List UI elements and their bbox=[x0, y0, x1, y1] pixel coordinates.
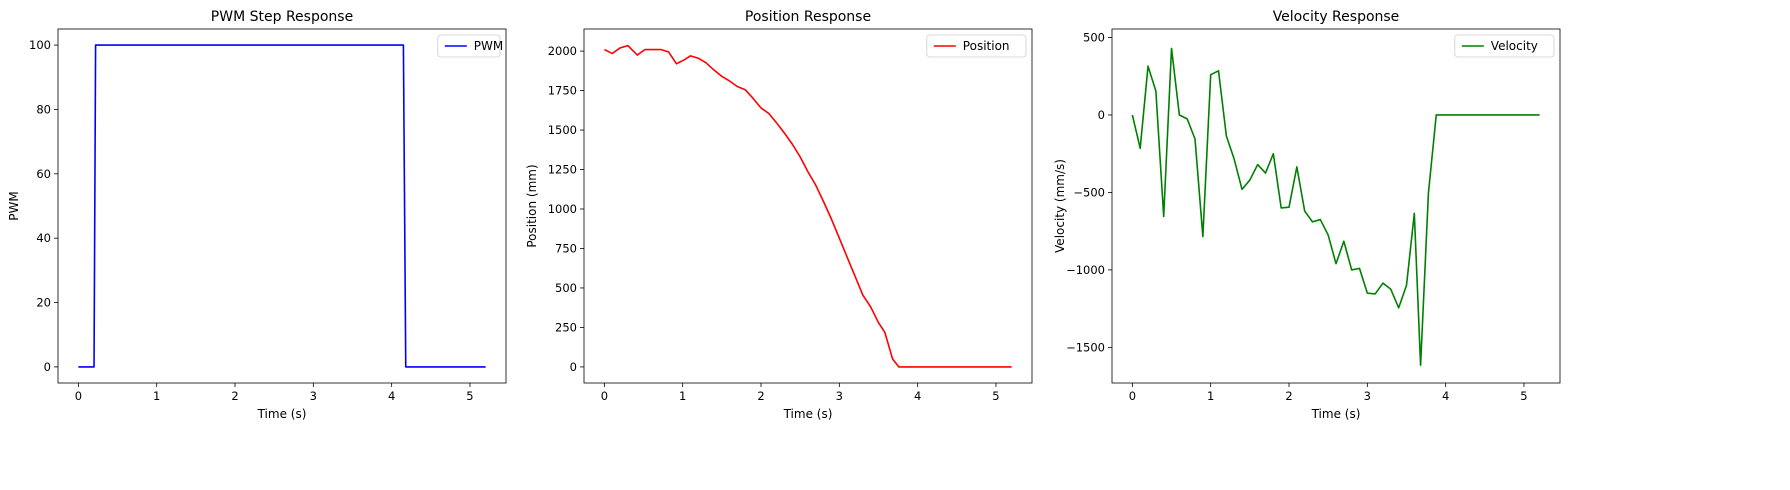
y-tick-label: 750 bbox=[555, 241, 577, 255]
plot-frame bbox=[583, 28, 1033, 384]
y-tick-label: 100 bbox=[29, 38, 51, 52]
x-tick-label: 3 bbox=[836, 389, 843, 403]
x-tick-label: 1 bbox=[1207, 389, 1214, 403]
plot-frame bbox=[57, 28, 507, 384]
plot-frame bbox=[1111, 28, 1561, 384]
x-tick-label: 4 bbox=[1442, 389, 1449, 403]
x-tick-label: 2 bbox=[757, 389, 764, 403]
y-tick-label: 40 bbox=[36, 231, 51, 245]
series-line-position bbox=[604, 44, 1012, 368]
y-tick-label: 1750 bbox=[548, 84, 577, 98]
y-tick-label: 60 bbox=[36, 167, 51, 181]
x-tick-label: 5 bbox=[466, 389, 473, 403]
y-axis-label: Velocity (mm/s) bbox=[1053, 159, 1067, 253]
y-tick-label: 20 bbox=[36, 296, 51, 310]
x-axis-label: Time (s) bbox=[783, 407, 833, 421]
x-tick-label: 1 bbox=[153, 389, 160, 403]
legend-box bbox=[437, 34, 501, 58]
x-tick-label: 2 bbox=[1285, 389, 1292, 403]
x-tick-label: 4 bbox=[388, 389, 395, 403]
y-tick-label: 250 bbox=[555, 320, 577, 334]
chart-title: Velocity Response bbox=[1273, 9, 1400, 25]
legend-label: Position bbox=[963, 39, 1010, 53]
y-axis-label: Position (mm) bbox=[525, 164, 539, 247]
y-tick-label: 0 bbox=[1098, 108, 1105, 122]
x-tick-label: 1 bbox=[679, 389, 686, 403]
x-tick-label: 5 bbox=[1520, 389, 1527, 403]
legend-box bbox=[926, 34, 1027, 58]
x-tick-label: 3 bbox=[1364, 389, 1371, 403]
y-axis-label: PWM bbox=[7, 191, 21, 220]
x-axis-label: Time (s) bbox=[1311, 407, 1361, 421]
series-line-pwm bbox=[78, 44, 486, 368]
y-tick-label: −1500 bbox=[1066, 340, 1105, 354]
legend-label: PWM bbox=[474, 39, 503, 53]
series-line-velocity bbox=[1131, 47, 1540, 366]
x-tick-label: 0 bbox=[601, 389, 608, 403]
chart-1: Position Response 0 1 2 3 4 5 0 250 500 750 1000 125… bbox=[525, 9, 1033, 421]
y-tick-label: 80 bbox=[36, 102, 51, 116]
y-tick-label: 0 bbox=[570, 360, 577, 374]
x-tick-label: 3 bbox=[310, 389, 317, 403]
y-tick-label: 2000 bbox=[548, 44, 577, 58]
x-tick-label: 4 bbox=[914, 389, 921, 403]
x-tick-label: 5 bbox=[992, 389, 999, 403]
chart-title: PWM Step Response bbox=[211, 9, 353, 25]
y-tick-label: 500 bbox=[1083, 31, 1105, 45]
legend: Velocity bbox=[1454, 34, 1555, 58]
chart-2: Velocity Response 0 1 2 3 4 5 −1500 −1000 −500 0 50… bbox=[1053, 9, 1561, 421]
y-tick-label: 0 bbox=[44, 360, 51, 374]
y-tick-label: 1000 bbox=[548, 202, 577, 216]
x-tick-label: 0 bbox=[75, 389, 82, 403]
legend: Position bbox=[926, 34, 1027, 58]
y-tick-label: −500 bbox=[1073, 185, 1105, 199]
y-tick-label: 1500 bbox=[548, 123, 577, 137]
y-tick-label: −1000 bbox=[1066, 263, 1105, 277]
x-tick-label: 2 bbox=[231, 389, 238, 403]
legend: PWM bbox=[437, 34, 503, 58]
x-axis-label: Time (s) bbox=[257, 407, 307, 421]
chart-0: PWM Step Response 0 1 2 3 4 5 0 20 40 60 80 100 Time … bbox=[7, 9, 507, 421]
x-tick-label: 0 bbox=[1129, 389, 1136, 403]
legend-box bbox=[1454, 34, 1555, 58]
y-tick-label: 1250 bbox=[548, 163, 577, 177]
y-tick-label: 500 bbox=[555, 281, 577, 295]
legend-label: Velocity bbox=[1491, 39, 1538, 53]
chart-title: Position Response bbox=[745, 9, 871, 25]
